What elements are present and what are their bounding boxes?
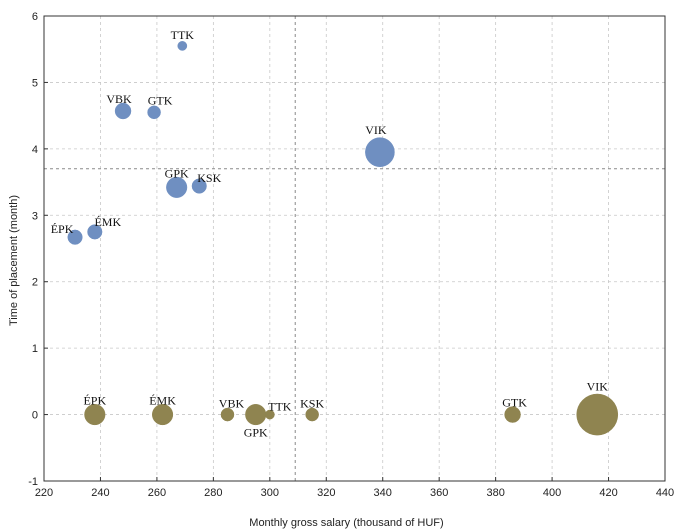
x-tick-label: 420 [599, 487, 617, 499]
point-label-TTK: TTK [171, 28, 195, 42]
bubble-1-ÉMK [152, 404, 174, 426]
x-tick-label: 220 [35, 487, 53, 499]
bubble-0-KSK [191, 178, 207, 194]
y-axis-title: Time of placement (month) [8, 195, 20, 326]
point-label-VIK: VIK [365, 123, 387, 137]
grid-lines [44, 16, 665, 481]
bubble-1-GPK [245, 404, 267, 426]
y-tick-label: 1 [32, 343, 38, 355]
bubble-0-GPK [166, 176, 188, 198]
y-tick-label: 0 [32, 410, 38, 422]
bubble-0-VBK [114, 102, 132, 120]
x-tick-label: 360 [430, 487, 448, 499]
y-tick-label: 5 [32, 77, 38, 89]
bubble-0-VIK [365, 137, 395, 167]
point-label-ÉMK: ÉMK [94, 215, 121, 229]
y-tick-label: -1 [28, 476, 38, 488]
bubble-1-GTK [504, 406, 521, 423]
bubble-0-ÉMK [87, 224, 103, 240]
x-tick-label: 280 [204, 487, 222, 499]
point-label-KSK: KSK [300, 397, 324, 411]
x-tick-label: 400 [543, 487, 561, 499]
point-label-GPK: GPK [244, 426, 268, 440]
point-label-VBK: VBK [219, 397, 245, 411]
bubble-0-GTK [147, 105, 161, 120]
point-label-VBK: VBK [106, 92, 132, 106]
bubble-1-TTK [264, 409, 275, 420]
y-tick-label: 6 [32, 11, 38, 23]
point-label-ÉPK: ÉPK [83, 394, 106, 408]
y-tick-label: 3 [32, 210, 38, 222]
point-label-VIK: VIK [587, 380, 609, 394]
plot-frame [43, 15, 666, 482]
x-tick-label: 380 [486, 487, 504, 499]
x-tick-label: 260 [148, 487, 166, 499]
x-tick-label: 320 [317, 487, 335, 499]
point-label-ÉMK: ÉMK [149, 394, 176, 408]
x-axis-title: Monthly gross salary (thousand of HUF) [249, 517, 443, 529]
y-tick-label: 2 [32, 277, 38, 289]
bubble-1-VIK [576, 393, 619, 436]
x-tick-label: 240 [91, 487, 109, 499]
bubble-1-ÉPK [84, 404, 106, 426]
bubble-1-VBK [220, 407, 235, 422]
reference-lines [44, 16, 665, 481]
data-points [67, 41, 619, 436]
bubble-0-ÉPK [67, 229, 83, 245]
y-tick-label: 4 [32, 144, 38, 156]
point-label-GTK: GTK [148, 93, 173, 107]
x-tick-label: 440 [656, 487, 674, 499]
x-tick-label: 340 [374, 487, 392, 499]
point-label-GPK: GPK [165, 166, 189, 180]
x-tick-label: 300 [261, 487, 279, 499]
point-label-KSK: KSK [197, 171, 221, 185]
bubble-1-KSK [305, 407, 319, 422]
point-label-GTK: GTK [502, 396, 527, 410]
axis-ticks: 220 240 260 280 300 320 340 360 380 400 420 440 -1 0 1… [28, 11, 674, 499]
bubble-0-TTK [177, 41, 188, 51]
point-label-ÉPK: ÉPK [51, 222, 74, 236]
point-label-TTK: TTK [268, 400, 292, 414]
